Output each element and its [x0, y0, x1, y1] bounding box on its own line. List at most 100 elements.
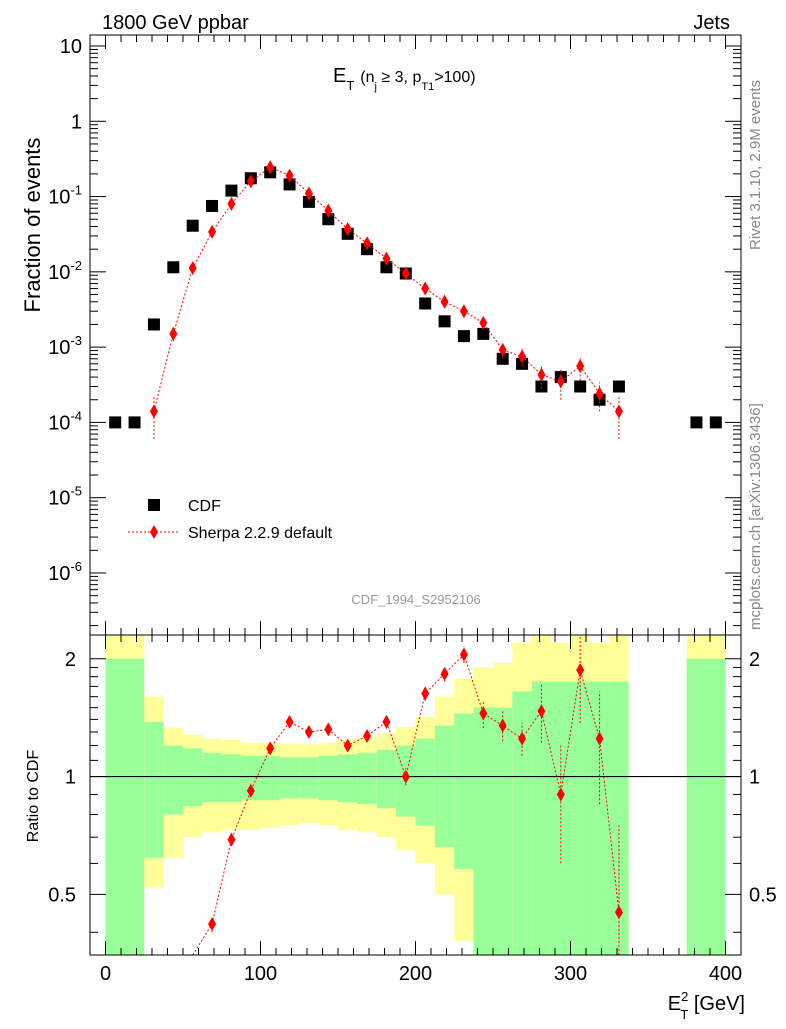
main-title-cut: (n [360, 69, 374, 86]
legend-label-cdf: CDF [188, 498, 221, 515]
main-title-cut2-sub: T1 [421, 81, 434, 93]
sherpa-point [382, 251, 391, 266]
sherpa-point [324, 203, 333, 218]
main-ytick-label: 10-4 [48, 408, 82, 434]
ratio-band-green [279, 757, 300, 799]
sherpa-point [227, 196, 236, 211]
legend-label-sherpa: Sherpa 2.2.9 default [188, 525, 333, 542]
ratio-sherpa-point [614, 905, 623, 920]
main-ytick-label: 10-2 [48, 258, 82, 284]
sherpa-point [285, 168, 294, 183]
ratio-band-green [338, 754, 358, 803]
sherpa-point [459, 304, 468, 319]
main-ytick-label: 10-6 [48, 559, 82, 585]
ratio-xtick-label: 200 [399, 963, 432, 985]
ratio-sherpa-point [440, 666, 449, 681]
ratio-xtick-label: 100 [244, 963, 277, 985]
ratio-sherpa-point [556, 787, 565, 802]
ratio-band-green [609, 681, 629, 955]
ratio-sherpa-point [421, 686, 430, 701]
ratio-ytick-label-right: 2 [749, 649, 760, 671]
ratio-bands [90, 635, 741, 955]
ratio-sherpa-point [304, 724, 313, 739]
ratio-sherpa-point [285, 714, 294, 729]
main-ytick-label: 10 [60, 36, 82, 58]
ratio-band-green [589, 681, 610, 955]
ratio-sherpa-point [382, 714, 391, 729]
main-title-sub: T [346, 78, 354, 93]
ratio-band-green [299, 757, 319, 799]
ratio-ytick-label: 2 [65, 649, 76, 671]
sherpa-point [401, 266, 410, 281]
legend-marker-cdf [148, 499, 160, 511]
cdf-point [225, 184, 238, 197]
ratio-band-green [202, 752, 222, 803]
ratio-band-green [318, 755, 338, 801]
ratio-xlabel: E2 T [GeV] [668, 989, 745, 1022]
mcplots-label: mcplots.cern.ch [arXiv:1306.3436] [747, 403, 764, 630]
cdf-point [574, 380, 587, 393]
header-right: Jets [693, 12, 730, 34]
main-ytick-label: 10-3 [48, 333, 82, 359]
sherpa-point [149, 404, 158, 419]
cdf-point [457, 330, 470, 343]
ratio-band-green [531, 681, 552, 955]
ratio-xtick-label: 0 [100, 963, 111, 985]
ratio-sherpa-point [518, 731, 527, 746]
sherpa-point [208, 224, 217, 239]
sherpa-line [153, 166, 620, 412]
legend-marker-sherpa [150, 525, 158, 539]
main-data [109, 160, 722, 440]
ratio-band-green [241, 755, 261, 801]
ratio-band-green [144, 721, 164, 858]
main-ytick-label: 1 [71, 111, 82, 133]
ratio-xlabel-sup: 2 [681, 989, 688, 1004]
cdf-point [612, 380, 625, 393]
sherpa-point [304, 186, 313, 201]
main-title-cut-sub: j [374, 81, 377, 93]
ratio-band-green [434, 725, 455, 848]
sherpa-point [343, 222, 352, 237]
cdf-point [128, 416, 141, 429]
ratio-sherpa-point [498, 718, 507, 733]
ratio-ytick-label: 0.5 [48, 884, 76, 906]
ratio-data [192, 635, 623, 956]
cdf-point [147, 318, 160, 331]
ratio-ytick-label-right: 1 [749, 767, 760, 789]
main-title-cut3: >100) [434, 69, 475, 86]
sherpa-point [440, 294, 449, 309]
sherpa-point [556, 374, 565, 389]
main-title-cut2: ≥ 3, p [377, 69, 421, 86]
cdf-point [302, 195, 315, 208]
ratio-sherpa-point [266, 741, 275, 756]
ratio-band-green [183, 748, 203, 807]
cdf-point [322, 213, 335, 226]
ratio-sherpa-point [576, 663, 585, 678]
cdf-point [709, 416, 722, 429]
ratio-sherpa-point [343, 738, 352, 753]
ratio-band-green [260, 755, 280, 801]
ratio-sherpa-point [208, 917, 217, 932]
main-title-main: E [333, 65, 346, 87]
cdf-point [535, 380, 548, 393]
ratio-band-green [454, 713, 474, 870]
cdf-point [283, 178, 296, 191]
main-axis-ticks: 10 1 10-1 10-2 10-3 10-4 10-5 10-6 [48, 35, 741, 635]
ratio-sherpa-point [246, 783, 255, 798]
main-ytick-label: 10-1 [48, 183, 82, 209]
cdf-point [516, 357, 529, 370]
sherpa-point [537, 367, 546, 382]
cdf-point [206, 199, 219, 212]
ratio-xtick-label: 400 [709, 963, 742, 985]
ratio-sherpa-point [363, 728, 372, 743]
ratio-band-green [415, 738, 435, 826]
main-title: ET (nj ≥ 3, pT1>100) [333, 65, 476, 93]
legend: CDF Sherpa 2.2.9 default [128, 498, 333, 542]
cdf-point [167, 261, 180, 274]
sherpa-point [479, 315, 488, 330]
ratio-ytick-label-right: 0.5 [749, 884, 777, 906]
sherpa-point [614, 404, 623, 419]
cdf-point [438, 315, 451, 328]
ratio-axis-ticks: 0.5 0.5 1 1 2 2 0 100 200 300 400 [48, 635, 777, 985]
